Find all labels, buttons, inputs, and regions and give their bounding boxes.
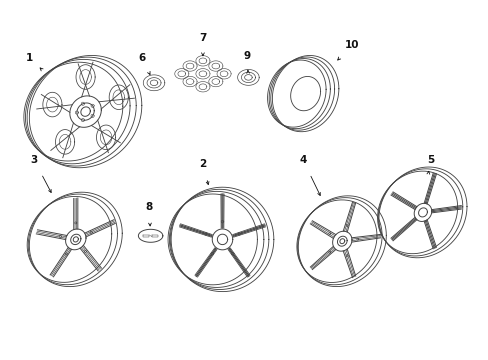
Text: 3: 3 bbox=[31, 155, 38, 165]
Text: 4: 4 bbox=[299, 155, 306, 165]
Text: 10: 10 bbox=[344, 40, 359, 50]
Text: 9: 9 bbox=[243, 51, 250, 61]
Text: 6: 6 bbox=[138, 53, 145, 63]
Text: 5: 5 bbox=[426, 155, 433, 165]
Text: 2: 2 bbox=[199, 159, 206, 169]
Text: 7: 7 bbox=[199, 33, 206, 43]
Text: 1: 1 bbox=[26, 53, 33, 63]
Text: 8: 8 bbox=[145, 202, 152, 212]
